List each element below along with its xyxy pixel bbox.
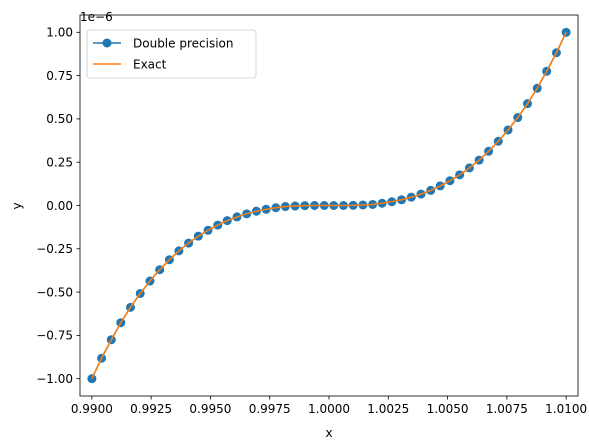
- series-layer: [87, 27, 571, 384]
- y-tick-label: −1.00: [36, 372, 73, 386]
- data-point-double-precision: [561, 27, 571, 37]
- x-tick-label: 1.0000: [308, 402, 350, 416]
- y-tick-label: −0.75: [36, 329, 73, 343]
- y-axis-ticks: −1.00 −0.75 −0.50 −0.25 0.00 0.25 0.50 0.75 1.00: [36, 26, 80, 386]
- y-tick-label: −0.25: [36, 242, 73, 256]
- y-axis-label: y: [10, 202, 24, 209]
- x-tick-label: 0.9975: [249, 402, 291, 416]
- legend-box: [86, 29, 257, 79]
- data-point-double-precision: [87, 374, 97, 384]
- x-tick-label: 0.9925: [130, 402, 172, 416]
- plot-frame: [79, 14, 579, 397]
- legend-marker-double-precision: [102, 38, 112, 48]
- x-axis-label: x: [325, 426, 332, 440]
- x-tick-label: 1.0075: [486, 402, 528, 416]
- y-tick-label: 0.50: [46, 112, 73, 126]
- x-tick-label: 0.9900: [71, 402, 113, 416]
- x-tick-label: 1.0100: [545, 402, 587, 416]
- legend-label-exact: Exact: [133, 58, 167, 72]
- legend: Double precision Exact: [86, 29, 257, 79]
- y-tick-label: 0.25: [46, 156, 73, 170]
- x-tick-label: 1.0025: [367, 402, 409, 416]
- x-tick-label: 1.0050: [427, 402, 469, 416]
- y-tick-label: 1.00: [46, 26, 73, 40]
- y-tick-label: 0.00: [46, 199, 73, 213]
- series-line-exact: [91, 31, 567, 380]
- x-axis-ticks: 0.9900 0.9925 0.9950 0.9975 1.0000 1.0025 1.00…: [71, 396, 587, 416]
- y-tick-label: −0.50: [36, 285, 73, 299]
- y-tick-label: 0.75: [46, 69, 73, 83]
- legend-label-double-precision: Double precision: [133, 37, 233, 51]
- y-scale-label: 1e−6: [80, 10, 113, 24]
- x-tick-label: 0.9950: [189, 402, 231, 416]
